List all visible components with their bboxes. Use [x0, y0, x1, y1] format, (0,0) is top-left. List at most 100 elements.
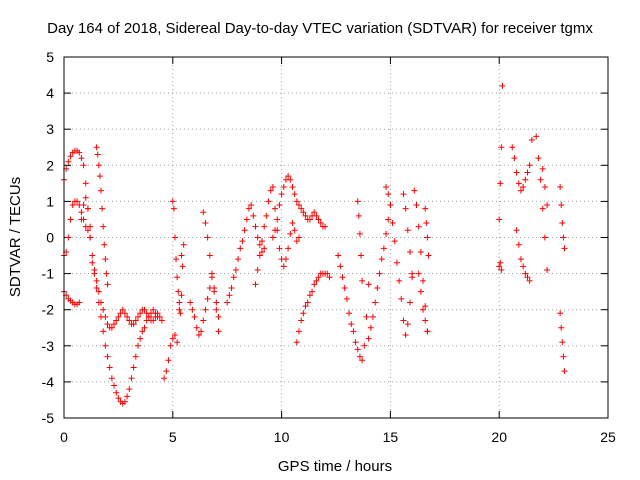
data-point: [274, 216, 281, 223]
data-point: [82, 194, 89, 201]
data-point: [180, 241, 187, 248]
data-point: [104, 281, 111, 288]
data-point: [198, 328, 205, 335]
data-point: [296, 202, 303, 209]
data-point: [354, 198, 361, 205]
data-point: [87, 234, 94, 241]
data-point: [252, 223, 259, 230]
data-point: [215, 328, 222, 335]
data-point: [213, 306, 220, 313]
data-point: [385, 216, 392, 223]
data-point: [280, 183, 287, 190]
series-sat-track-u: [496, 82, 506, 223]
series-sat-track-aa: [557, 183, 568, 252]
series-sat-track-w: [509, 137, 535, 194]
data-point: [124, 393, 131, 400]
data-point: [206, 252, 213, 259]
data-point: [497, 180, 504, 187]
x-tick-label: 10: [274, 429, 290, 445]
data-point: [74, 198, 81, 205]
data-point: [78, 216, 85, 223]
y-tick-label: -1: [42, 266, 55, 282]
data-point: [93, 277, 100, 284]
series-sat-track-d: [93, 144, 111, 288]
data-point: [78, 155, 85, 162]
series-sat-track-e: [161, 252, 185, 382]
data-point: [354, 346, 361, 353]
data-point: [276, 245, 283, 252]
series-sat-track-i: [224, 202, 268, 306]
data-point: [409, 274, 416, 281]
data-point: [417, 288, 424, 295]
series-sat-track-s: [415, 270, 431, 335]
data-point: [259, 238, 266, 245]
data-point: [67, 216, 74, 223]
data-point: [276, 202, 283, 209]
data-point: [254, 266, 261, 273]
data-point: [424, 234, 431, 241]
data-point: [544, 266, 551, 273]
data-point: [84, 227, 91, 234]
data-point: [358, 252, 365, 259]
data-point: [208, 270, 215, 277]
x-tick-label: 20: [491, 429, 507, 445]
data-point: [356, 230, 363, 237]
data-point: [355, 212, 362, 219]
data-point: [496, 263, 503, 270]
data-point: [161, 375, 168, 382]
series-sat-track-r: [411, 187, 431, 335]
data-point: [202, 306, 209, 313]
data-point: [406, 248, 413, 255]
data-point: [369, 313, 376, 320]
data-point: [285, 173, 292, 180]
data-point: [204, 295, 211, 302]
data-point: [313, 277, 320, 284]
data-point: [269, 234, 276, 241]
data-point: [367, 324, 374, 331]
data-point: [178, 292, 185, 299]
data-point: [560, 234, 567, 241]
data-point: [385, 191, 392, 198]
data-point: [259, 248, 266, 255]
data-point: [200, 209, 207, 216]
data-point: [108, 324, 115, 331]
data-point: [417, 248, 424, 255]
data-point: [311, 281, 318, 288]
y-tick-label: -3: [42, 338, 55, 354]
data-point: [213, 299, 220, 306]
data-point: [173, 256, 180, 263]
data-point: [141, 306, 148, 313]
data-point: [557, 310, 564, 317]
data-point: [126, 317, 133, 324]
data-point: [254, 234, 261, 241]
data-point: [272, 205, 279, 212]
data-point: [179, 263, 186, 270]
data-point: [176, 299, 183, 306]
data-point: [97, 187, 104, 194]
data-point: [76, 299, 83, 306]
data-point: [376, 270, 383, 277]
data-point: [374, 285, 381, 292]
data-point: [167, 342, 174, 349]
data-point: [541, 183, 548, 190]
data-point: [558, 324, 565, 331]
data-point: [383, 230, 390, 237]
data-point: [100, 306, 107, 313]
data-point: [520, 263, 527, 270]
data-point: [537, 176, 544, 183]
y-tick-label: -4: [42, 374, 55, 390]
data-point: [204, 234, 211, 241]
data-point: [176, 306, 183, 313]
data-point: [139, 328, 146, 335]
data-point: [313, 212, 320, 219]
data-point: [243, 216, 250, 223]
data-point: [121, 310, 128, 317]
data-point: [389, 220, 396, 227]
data-point: [302, 212, 309, 219]
data-point: [346, 310, 353, 317]
data-point: [178, 252, 185, 259]
data-point: [513, 227, 520, 234]
data-point: [498, 144, 505, 151]
data-point: [89, 259, 96, 266]
